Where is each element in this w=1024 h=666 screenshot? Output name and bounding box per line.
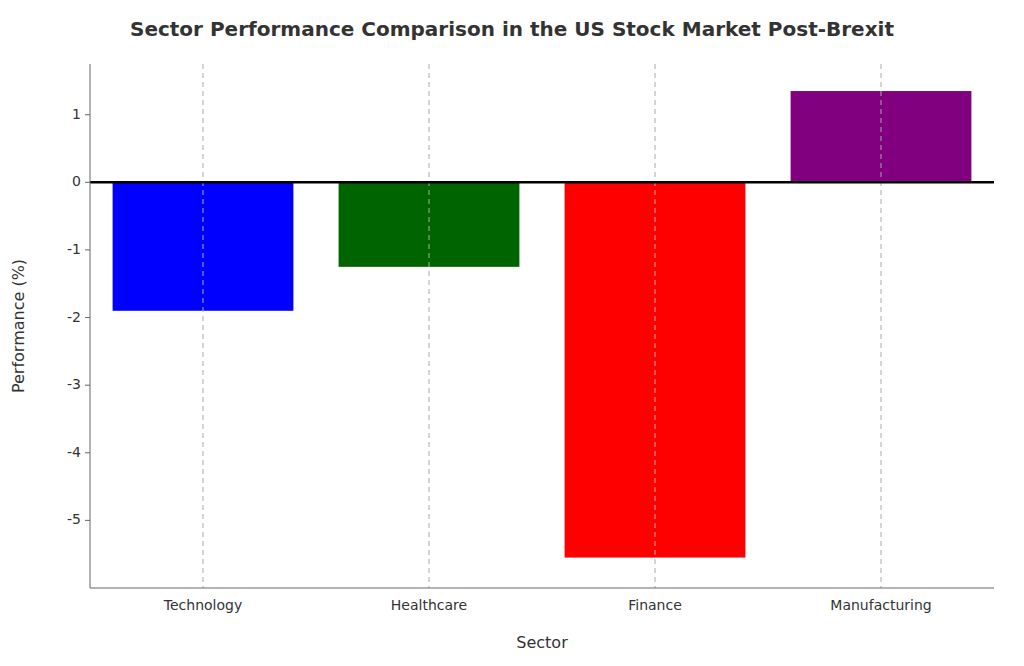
y-tick <box>85 317 90 318</box>
chart-svg: Sector Performance Comparison in the US … <box>0 0 1024 666</box>
y-tick-label: -3 <box>67 376 81 392</box>
chart-container: Sector Performance Comparison in the US … <box>0 0 1024 666</box>
y-tick-label: -2 <box>67 309 81 325</box>
title: Sector Performance Comparison in the US … <box>130 17 894 41</box>
y-tick-label: 1 <box>72 106 81 122</box>
grid <box>203 64 881 588</box>
y-tick <box>85 249 90 250</box>
grid-line <box>429 64 430 588</box>
y-tick <box>85 182 90 183</box>
x-axis-label: Sector <box>516 633 568 652</box>
bars <box>113 91 972 558</box>
x-axis-ticks: Technology Healthcare Finance Manufacturing <box>163 597 932 613</box>
y-tick-label: -1 <box>67 241 81 257</box>
y-axis-label: Performance (%) <box>9 259 28 393</box>
y-tick <box>85 452 90 453</box>
grid-line <box>203 64 204 588</box>
x-tick-label: Finance <box>628 597 682 613</box>
y-tick <box>85 520 90 521</box>
y-axis-line <box>90 64 91 588</box>
y-tick <box>85 114 90 115</box>
x-tick-label: Healthcare <box>391 597 467 613</box>
y-tick <box>85 385 90 386</box>
y-axis-ticks: -5 -4 -3 -2 -1 0 1 <box>67 106 90 528</box>
x-tick-label: Technology <box>163 597 242 613</box>
x-axis-line <box>90 588 994 589</box>
grid-line <box>881 64 882 588</box>
grid-line <box>655 64 656 588</box>
y-tick-label: -4 <box>67 444 81 460</box>
y-tick-label: -5 <box>67 511 81 527</box>
y-tick-label: 0 <box>72 173 81 189</box>
zero-line <box>90 181 994 184</box>
x-tick-label: Manufacturing <box>830 597 931 613</box>
